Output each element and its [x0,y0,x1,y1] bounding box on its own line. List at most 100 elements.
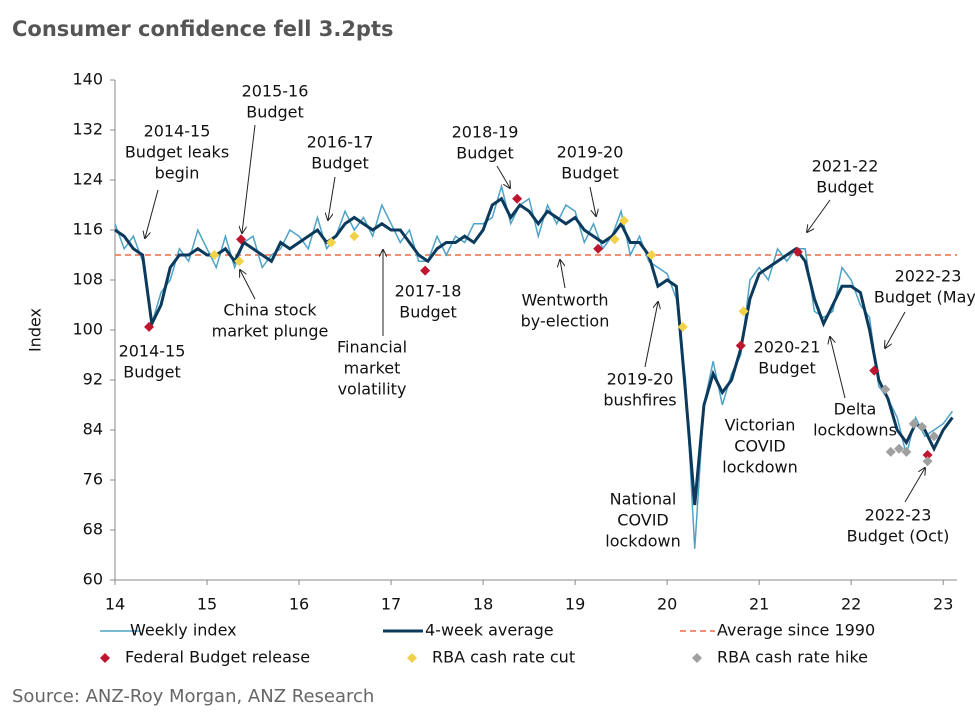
annotation-arrow [589,186,596,216]
marker [792,246,803,257]
marker [908,418,919,429]
legend-label: Average since 1990 [717,621,875,640]
annotation: bushfires [603,391,676,410]
annotation-arrow [240,270,256,300]
marker [677,321,688,332]
annotation: Budget (May) [874,288,975,307]
marker [928,431,939,442]
marker [236,234,247,245]
legend-label: RBA cash rate hike [717,648,868,667]
annotation: 2016-17 [307,133,374,152]
annotation-arrow [830,337,846,399]
marker [735,340,746,351]
legend-label: Federal Budget release [125,648,310,667]
annotation: Budget [399,303,457,322]
x-tick-label: 23 [933,595,953,614]
marker [738,306,749,317]
annotation: Budget leaks [125,143,229,162]
y-tick-label: 116 [72,220,103,239]
annotation: lockdowns [813,421,897,440]
marker [901,446,912,457]
marker [894,443,905,454]
marker [885,446,896,457]
annotation: by-election [521,312,610,331]
legend-swatch [100,653,110,663]
legend-label: Weekly index [130,621,237,640]
annotation-arrow [904,468,925,503]
annotation: 2018-19 [452,123,519,142]
annotation: volatility [338,380,407,399]
marker [880,384,891,395]
x-tick-label: 16 [289,595,309,614]
y-tick-label: 124 [72,170,103,189]
annotation: Budget [561,164,619,183]
legend-label: 4-week average [425,621,554,640]
annotation: market plunge [212,322,329,341]
y-tick-label: 140 [72,70,103,89]
marker [593,243,604,254]
x-tick-label: 15 [197,595,217,614]
annotation: China stock [223,301,317,320]
chart-title: Consumer confidence fell 3.2pts [12,17,394,41]
y-axis-label: Index [26,308,45,352]
y-tick-label: 108 [72,270,103,289]
annotation-arrow [644,302,658,368]
annotation: Budget [123,363,181,382]
x-tick-label: 18 [473,595,493,614]
annotation: 2021-22 [812,157,879,176]
annotation: 2014-15 [144,122,211,141]
annotation-arrow [807,199,831,232]
annotation: begin [155,164,200,183]
annotation-arrow [496,165,510,188]
x-tick-label: 21 [749,595,769,614]
annotation: 2014-15 [119,342,186,361]
x-tick-label: 19 [565,595,585,614]
marker [917,421,928,432]
x-tick-label: 20 [657,595,677,614]
annotation: Budget [816,178,874,197]
marker [144,321,155,332]
y-tick-label: 60 [83,570,103,589]
y-tick-label: 132 [72,120,103,139]
legend-label: RBA cash rate cut [432,648,575,667]
annotation: 2020-21 [754,338,821,357]
marker [869,365,880,376]
annotation: COVID [617,511,668,530]
marker [234,256,245,267]
annotation-arrow [242,124,256,233]
annotation: Delta [834,400,877,419]
marker [646,250,657,260]
marker [922,456,933,467]
annotation: 2022-23 [895,267,962,286]
marker [209,250,220,260]
annotation: 2019-20 [607,370,674,389]
y-tick-label: 100 [72,320,103,339]
annotation-arrow [560,260,566,289]
annotation: Budget [456,144,514,163]
annotation: National [610,490,677,509]
annotation: 2022-23 [865,506,932,525]
annotation: Victorian [725,416,796,435]
y-tick-label: 92 [83,370,103,389]
annotation: 2015-16 [242,82,309,101]
annotation-arrow [885,311,906,348]
annotation: Budget [311,154,369,173]
annotation: Budget (Oct) [847,527,950,546]
series-line [114,196,954,506]
annotation: market [344,359,401,378]
annotation-arrow [328,176,336,220]
marker [609,234,620,245]
y-tick-label: 84 [83,420,103,439]
legend-swatch [692,653,702,663]
annotation-arrow [145,189,159,238]
marker [326,237,337,248]
annotation: Financial [337,338,407,357]
source: Source: ANZ-Roy Morgan, ANZ Research [12,686,374,707]
marker [618,215,629,226]
annotation: Wentworth [521,291,608,310]
x-tick-label: 22 [841,595,861,614]
x-tick-label: 14 [105,595,125,614]
annotation: 2019-20 [557,143,624,162]
annotation: lockdown [605,532,680,551]
